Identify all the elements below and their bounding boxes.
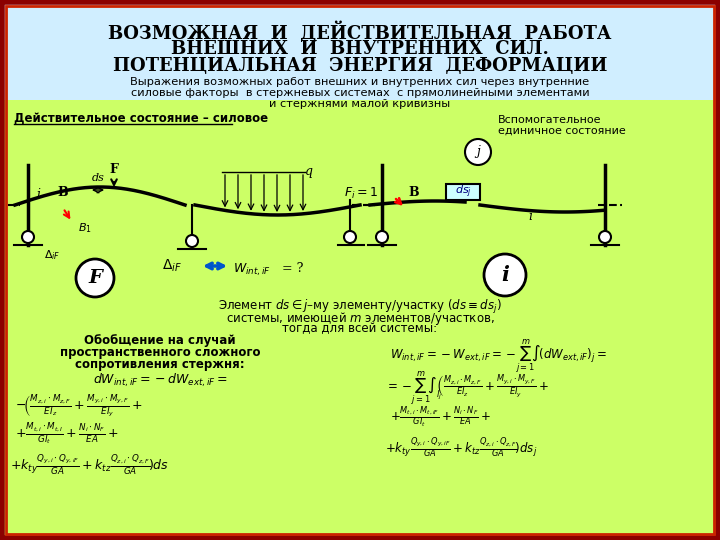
Text: j: j [476, 145, 480, 159]
Text: $+k_{ty}\frac{Q_{y,i}\cdot Q_{y,iF}}{GA}+k_{tz}\frac{Q_{z,i}\cdot Q_{z,F}}{GA}\!: $+k_{ty}\frac{Q_{y,i}\cdot Q_{y,iF}}{GA}… [10, 452, 169, 477]
Text: силовые факторы  в стержневых системах  с прямолинейными элементами: силовые факторы в стержневых системах с … [131, 88, 589, 98]
Text: ВОЗМОЖНАЯ  И  ДЕЙСТВИТЕЛЬНАЯ  РАБОТА: ВОЗМОЖНАЯ И ДЕЙСТВИТЕЛЬНАЯ РАБОТА [108, 22, 612, 44]
Text: $=-\!\sum_{j=1}^{m}\!\int_{l_j}\!\!\left(\frac{M_{z,i}\cdot M_{z,F}}{EI_z}+\frac: $=-\!\sum_{j=1}^{m}\!\int_{l_j}\!\!\left… [385, 370, 549, 407]
Text: B: B [57, 186, 68, 199]
Circle shape [344, 231, 356, 243]
Text: q: q [305, 165, 313, 178]
Text: пространственного сложного: пространственного сложного [60, 346, 260, 359]
Circle shape [465, 139, 491, 165]
Text: ПОТЕНЦИАЛЬНАЯ  ЭНЕРГИЯ  ДЕФОРМАЦИИ: ПОТЕНЦИАЛЬНАЯ ЭНЕРГИЯ ДЕФОРМАЦИИ [113, 57, 607, 75]
FancyBboxPatch shape [4, 4, 716, 100]
Text: $+\frac{M_{t,i}\cdot M_{t,iF}}{GI_t}+\frac{N_i\cdot N_F}{EA}+$: $+\frac{M_{t,i}\cdot M_{t,iF}}{GI_t}+\fr… [390, 405, 491, 430]
Text: ВНЕШНИХ  И  ВНУТРЕННИХ  СИЛ.: ВНЕШНИХ И ВНУТРЕННИХ СИЛ. [171, 40, 549, 58]
Text: $dW_{int,iF}=-dW_{ext,iF}=$: $dW_{int,iF}=-dW_{ext,iF}=$ [92, 372, 228, 389]
Text: Выражения возможных работ внешних и внутренних сил через внутренние: Выражения возможных работ внешних и внут… [130, 77, 590, 87]
Text: $\Delta_{iF}$: $\Delta_{iF}$ [44, 248, 60, 262]
Text: $W_{int,iF}=-W_{ext,iF}=-\!\sum_{j=1}^{m}\!\int\!(dW_{ext,iF})_j=$: $W_{int,iF}=-W_{ext,iF}=-\!\sum_{j=1}^{m… [390, 338, 607, 375]
Text: тогда для всей системы:: тогда для всей системы: [282, 322, 438, 335]
Text: Действительное состояние – силовое: Действительное состояние – силовое [14, 112, 268, 125]
Text: B: B [408, 186, 418, 199]
Circle shape [186, 235, 198, 247]
Text: Элемент $ds\in j$–му элементу/участку ($ds\equiv ds_j$): Элемент $ds\in j$–му элементу/участку ($… [218, 298, 502, 316]
Text: $B_1$: $B_1$ [78, 221, 92, 235]
Text: Вспомогательное: Вспомогательное [498, 115, 601, 125]
Text: $F_i=1$: $F_i=1$ [344, 185, 378, 200]
Text: единичное состояние: единичное состояние [498, 126, 626, 136]
Text: = ?: = ? [282, 262, 303, 275]
Text: F: F [88, 269, 102, 287]
Text: Обобщение на случай: Обобщение на случай [84, 334, 236, 347]
Circle shape [22, 231, 34, 243]
Circle shape [484, 254, 526, 296]
Text: $+k_{ty}\frac{Q_{y,i}\cdot Q_{y,iF}}{GA}+k_{tz}\frac{Q_{z,i}\cdot Q_{z,F}}{GA}\!: $+k_{ty}\frac{Q_{y,i}\cdot Q_{y,iF}}{GA}… [385, 435, 537, 460]
Text: i: i [501, 265, 509, 285]
Text: $ds_j$: $ds_j$ [454, 184, 472, 200]
Text: F: F [109, 163, 118, 176]
Text: i: i [528, 210, 532, 222]
Text: и стержнями малой кривизны: и стержнями малой кривизны [269, 99, 451, 109]
Text: ds: ds [91, 173, 104, 183]
Circle shape [76, 259, 114, 297]
Text: $\Delta_{iF}$: $\Delta_{iF}$ [162, 258, 182, 274]
Circle shape [376, 231, 388, 243]
Text: сопротивления стержня:: сопротивления стержня: [75, 358, 245, 371]
Circle shape [599, 231, 611, 243]
Text: $+\frac{M_{t,i}\cdot M_{t,I}}{GI_t}+\frac{N_i\cdot N_F}{EA}+$: $+\frac{M_{t,i}\cdot M_{t,I}}{GI_t}+\fra… [15, 422, 119, 447]
Text: $W_{int,iF}$: $W_{int,iF}$ [233, 262, 271, 279]
FancyBboxPatch shape [446, 184, 480, 200]
Text: $-\!\left(\frac{M_{z,i}\cdot M_{z,F}}{EI_z}+\frac{M_{y,i}\cdot M_{y,F}}{EI_y}+\r: $-\!\left(\frac{M_{z,i}\cdot M_{z,F}}{EI… [15, 392, 143, 419]
Text: i: i [36, 187, 40, 200]
Text: системы, имеющей $m$ элементов/участков,: системы, имеющей $m$ элементов/участков, [225, 310, 495, 327]
